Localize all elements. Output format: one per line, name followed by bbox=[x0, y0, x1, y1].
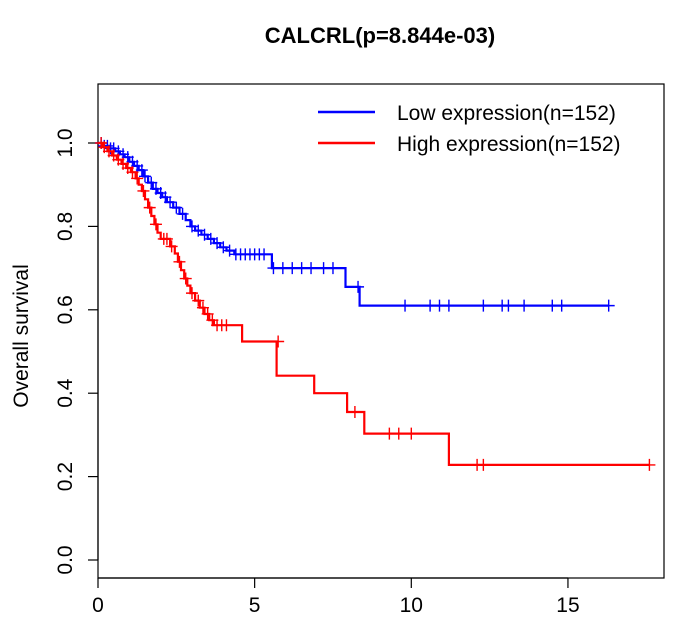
legend-label-high: High expression(n=152) bbox=[397, 133, 621, 156]
chart-title: CALCRL(p=8.844e-03) bbox=[265, 23, 495, 48]
censor-mark-high bbox=[137, 184, 150, 197]
censor-mark-low bbox=[192, 224, 205, 237]
censor-mark-low bbox=[555, 299, 568, 312]
y-tick-label: 1.0 bbox=[54, 128, 77, 157]
censor-mark-low bbox=[217, 241, 230, 254]
legend: Low expression(n=152) High expression(n=… bbox=[318, 102, 621, 156]
censor-mark-high bbox=[405, 427, 418, 440]
censor-mark-low bbox=[198, 228, 211, 241]
x-axis: 0 5 10 15 bbox=[92, 577, 580, 617]
censor-mark-low bbox=[602, 299, 615, 312]
series-layer bbox=[95, 137, 656, 471]
legend-label-low: Low expression(n=152) bbox=[397, 102, 616, 125]
censor-mark-low bbox=[185, 220, 198, 233]
censor-mark-high bbox=[131, 172, 144, 185]
censor-mark-low bbox=[305, 262, 318, 275]
censor-mark-high bbox=[220, 319, 233, 332]
x-tick-label: 15 bbox=[556, 594, 579, 617]
censor-mark-high bbox=[143, 201, 156, 214]
censor-mark-high bbox=[348, 405, 361, 418]
y-tick-label: 0.6 bbox=[54, 295, 77, 324]
censor-mark-high bbox=[192, 294, 205, 307]
censor-mark-high bbox=[179, 272, 192, 285]
series-high bbox=[95, 137, 656, 471]
censor-mark-low bbox=[138, 170, 151, 183]
censor-mark-low bbox=[258, 248, 271, 261]
censor-mark-low bbox=[399, 299, 412, 312]
censor-mark-low bbox=[135, 164, 148, 177]
y-axis-label: Overall survival bbox=[10, 264, 33, 408]
y-tick-label: 0.4 bbox=[54, 378, 77, 408]
survival-curve-high bbox=[98, 141, 650, 466]
censor-mark-low bbox=[352, 280, 365, 293]
censor-mark-low bbox=[204, 232, 217, 245]
survival-curve-low bbox=[98, 141, 609, 307]
censor-mark-low bbox=[326, 262, 339, 275]
x-tick-label: 5 bbox=[249, 594, 261, 617]
censor-mark-high bbox=[185, 287, 198, 300]
series-low bbox=[95, 137, 615, 312]
censor-mark-high bbox=[126, 166, 139, 179]
censor-mark-low bbox=[145, 176, 158, 189]
censor-mark-high bbox=[477, 458, 490, 471]
censor-mark-high bbox=[173, 255, 186, 268]
y-tick-label: 0.2 bbox=[54, 462, 77, 491]
censor-mark-low bbox=[502, 299, 515, 312]
censor-mark-low bbox=[176, 207, 189, 220]
y-tick-label: 0.0 bbox=[54, 545, 77, 574]
censor-mark-high bbox=[196, 301, 209, 314]
censor-mark-low bbox=[170, 201, 183, 214]
censor-mark-high bbox=[392, 427, 405, 440]
censor-mark-high bbox=[643, 458, 656, 471]
censor-mark-low bbox=[223, 244, 236, 257]
censor-mark-high bbox=[149, 218, 162, 231]
censor-mark-low bbox=[442, 299, 455, 312]
x-tick-label: 10 bbox=[400, 594, 423, 617]
y-tick-label: 0.8 bbox=[54, 212, 77, 241]
y-axis: 0.0 0.2 0.4 0.6 0.8 1.0 bbox=[54, 128, 99, 575]
censor-mark-high bbox=[272, 335, 285, 348]
censor-mark-high bbox=[201, 307, 214, 320]
censor-mark-high bbox=[165, 240, 178, 253]
censor-mark-high bbox=[160, 232, 173, 245]
censor-mark-low bbox=[518, 299, 531, 312]
censor-mark-low bbox=[159, 191, 172, 204]
x-tick-label: 0 bbox=[92, 594, 104, 617]
censor-mark-low bbox=[164, 196, 177, 209]
censor-mark-low bbox=[211, 237, 224, 250]
censor-mark-low bbox=[477, 299, 490, 312]
plot-frame bbox=[97, 83, 665, 579]
